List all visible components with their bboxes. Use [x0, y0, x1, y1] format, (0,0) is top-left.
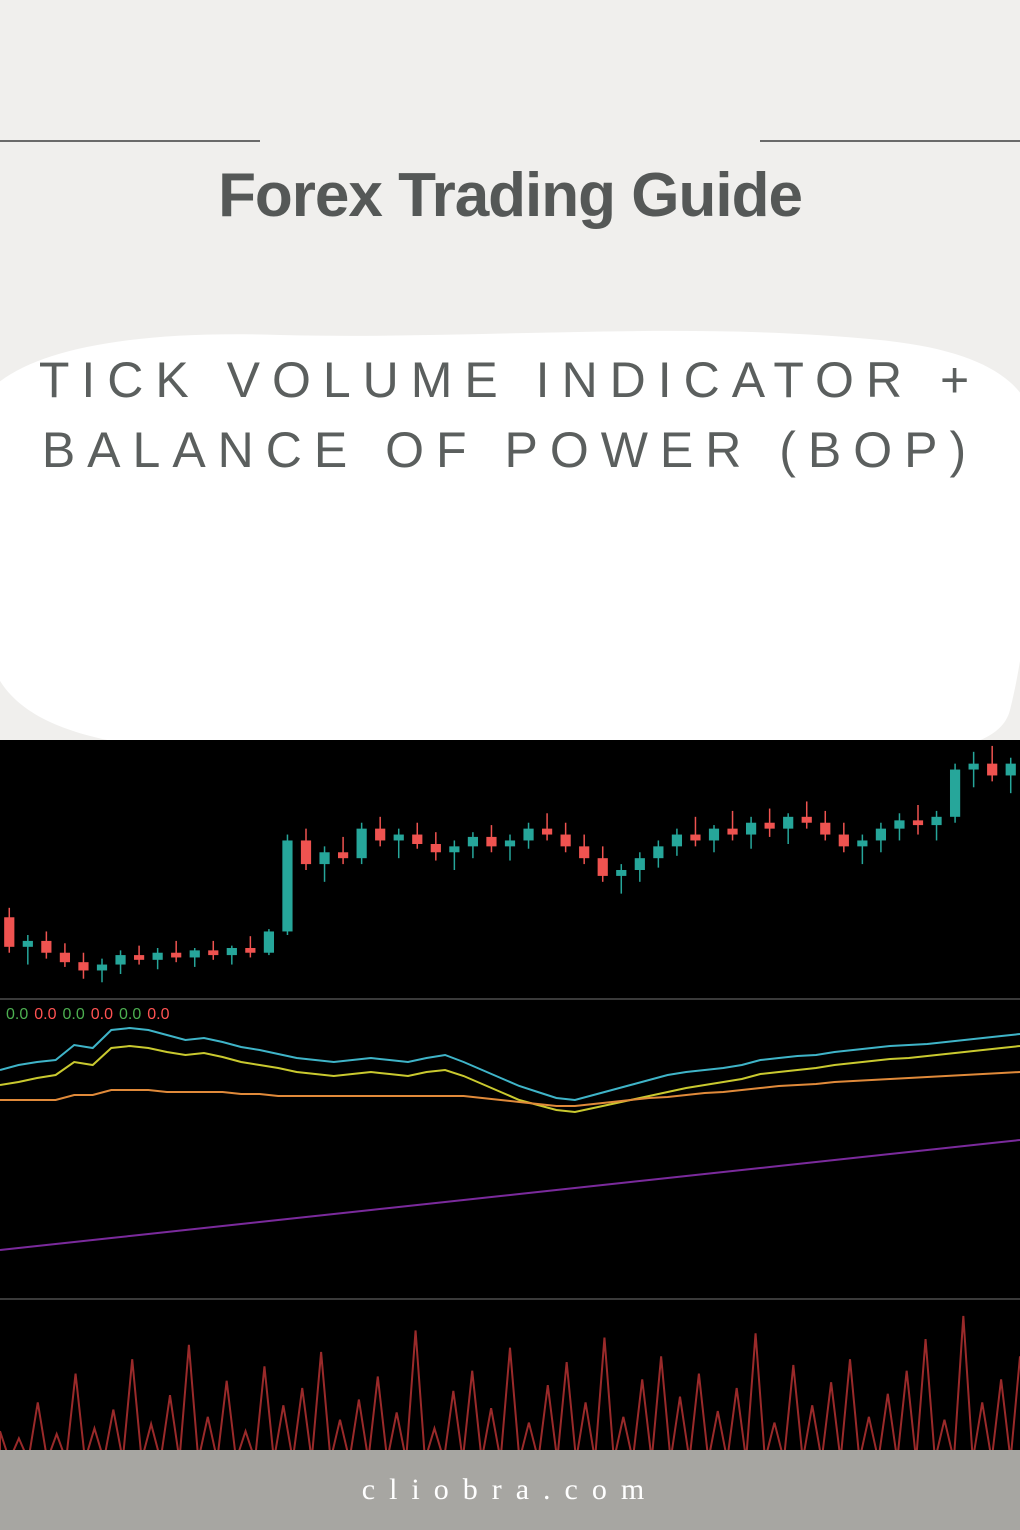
indicator-labels: 0.0 0.0 0.0 0.0 0.0 0.0: [6, 1006, 176, 1024]
chart-area: 0.0 0.0 0.0 0.0 0.0 0.0: [0, 740, 1020, 1460]
divider-right: [760, 140, 1020, 142]
indicator-value-label: 0.0: [6, 1006, 28, 1023]
candlestick-chart: [0, 740, 1020, 1000]
volume-panel: [0, 1300, 1020, 1460]
indicator-chart: [0, 1000, 1020, 1300]
main-title: Forex Trading Guide: [0, 160, 1020, 231]
divider-left: [0, 140, 260, 142]
subtitle: TICK VOLUME INDICATOR + BALANCE OF POWER…: [0, 345, 1020, 485]
footer-brand: cliobra.com: [0, 1450, 1020, 1530]
indicator-value-label: 0.0: [34, 1006, 56, 1023]
candlestick-panel: [0, 740, 1020, 1000]
volume-chart: [0, 1300, 1020, 1460]
indicator-panel: 0.0 0.0 0.0 0.0 0.0 0.0: [0, 1000, 1020, 1300]
indicator-value-label: 0.0: [119, 1006, 141, 1023]
divider-row: [0, 140, 1020, 142]
indicator-value-label: 0.0: [91, 1006, 113, 1023]
indicator-value-label: 0.0: [147, 1006, 169, 1023]
indicator-value-label: 0.0: [63, 1006, 85, 1023]
